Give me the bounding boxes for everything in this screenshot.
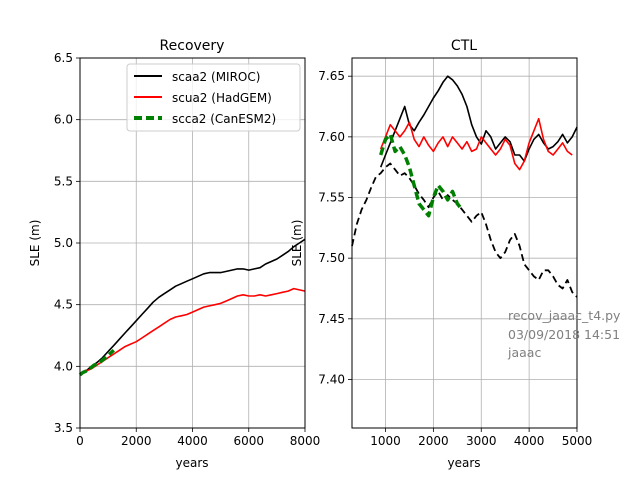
ctl-y-axis-label: SLE (m) (290, 220, 304, 267)
ctl-y-tick-label: 7.45 (318, 312, 345, 326)
recovery-panel: Recovery 0 2000 4000 6000 8000 3.5 4.0 4.5 5.0 5… (28, 38, 320, 470)
recovery-x-axis-label: years (175, 456, 208, 470)
recovery-x-tick-label: 0 (76, 434, 84, 448)
ctl-panel: CTL 1000 2000 3000 4000 5000 7.40 7.45 7.50 7.5… (290, 38, 592, 470)
recovery-x-tick-label: 4000 (177, 434, 208, 448)
ctl-series-layer (351, 75, 578, 298)
ctl-y-tick-label: 7.50 (318, 251, 345, 265)
recovery-series-line-1 (79, 287, 306, 376)
recovery-y-ticks: 3.5 4.0 4.5 5.0 5.5 6.0 6.5 (54, 51, 80, 435)
ctl-series-line-3 (379, 132, 464, 218)
ctl-x-tick-label: 1000 (370, 434, 401, 448)
ctl-y-tick-label: 7.60 (318, 130, 345, 144)
recovery-series-layer (78, 238, 306, 377)
recovery-y-tick-label: 5.5 (54, 174, 73, 188)
ctl-x-axis-label: years (447, 456, 480, 470)
recovery-series-line-0 (79, 238, 306, 376)
legend-label-canesm2: scca2 (CanESM2) (172, 112, 276, 126)
watermark-timestamp: 03/09/2018 14:51 (508, 327, 620, 342)
ctl-y-ticks: 7.40 7.45 7.50 7.55 7.60 7.65 (318, 69, 352, 386)
script-watermark: recov_jaaac_t4.py 03/09/2018 14:51 jaaac (507, 308, 621, 360)
ctl-x-tick-label: 4000 (514, 434, 545, 448)
recovery-y-tick-label: 6.0 (54, 113, 73, 127)
ctl-plot-frame (351, 57, 578, 429)
ctl-y-tick-label: 7.65 (318, 69, 345, 83)
recovery-y-tick-label: 4.0 (54, 359, 73, 373)
ctl-series-line-0 (379, 75, 578, 168)
recovery-title: Recovery (160, 38, 225, 54)
ctl-x-ticks: 1000 2000 3000 4000 5000 (370, 428, 592, 448)
recovery-y-axis-label: SLE (m) (28, 220, 42, 267)
watermark-author: jaaac (507, 345, 541, 360)
ctl-y-tick-label: 7.40 (318, 372, 345, 386)
watermark-script-name: recov_jaaac_t4.py (508, 308, 621, 323)
legend-box (126, 63, 301, 132)
recovery-x-tick-label: 2000 (121, 434, 152, 448)
recovery-x-tick-label: 8000 (290, 434, 321, 448)
ctl-series-line-2 (379, 117, 573, 171)
legend-label-hadgem: scua2 (HadGEM) (172, 91, 272, 105)
legend-label-miroc: scaa2 (MIROC) (172, 70, 260, 84)
recovery-y-tick-label: 3.5 (54, 421, 73, 435)
ctl-x-tick-label: 5000 (562, 434, 593, 448)
recovery-x-ticks: 0 2000 4000 6000 8000 (76, 428, 320, 448)
recovery-x-tick-label: 6000 (233, 434, 264, 448)
recovery-y-tick-label: 4.5 (54, 298, 73, 312)
ctl-x-tick-label: 2000 (418, 434, 449, 448)
recovery-series-line-2 (78, 348, 115, 377)
recovery-y-tick-label: 5.0 (54, 236, 73, 250)
ctl-x-tick-label: 3000 (466, 434, 497, 448)
ctl-series-line-1 (351, 162, 578, 298)
ctl-y-tick-label: 7.55 (318, 191, 345, 205)
recovery-legend: scaa2 (MIROC) scua2 (HadGEM) scca2 (CanE… (126, 63, 301, 132)
recovery-y-tick-label: 6.5 (54, 51, 73, 65)
ctl-title: CTL (451, 38, 477, 54)
